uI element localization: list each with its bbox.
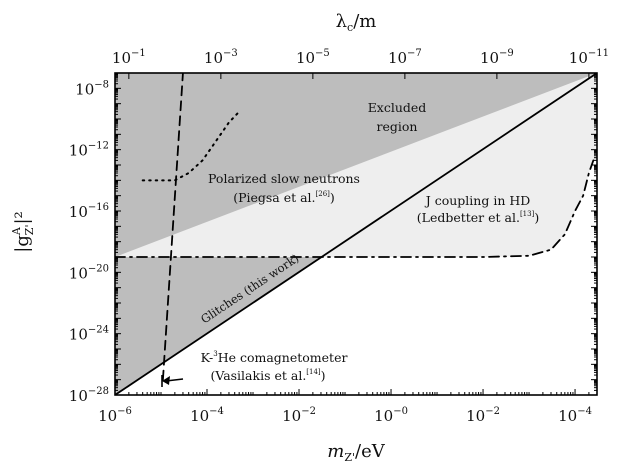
khe-label-line1: K-3He comagnetometer <box>201 350 348 365</box>
y-tick-label: 10−16 <box>69 202 109 221</box>
x-tick-label: 10−4 <box>190 406 224 425</box>
series-glitches-this-work <box>115 73 597 395</box>
x2-tick-label: 10−9 <box>480 48 514 67</box>
x2-tick-label: 10−1 <box>112 48 146 67</box>
ticks-layer: 10−6 10−4 10−2 10−0 10−2 10−4 10−1 10−3 10−5 10−7… <box>69 48 609 425</box>
x-tick-label: 10−4 <box>558 406 592 425</box>
x-tick-label: 10−2 <box>282 406 316 425</box>
x2-tick-label: 10−3 <box>204 48 238 67</box>
y-tick-label: 10−12 <box>69 141 109 160</box>
series-j-coupling-in-hd <box>115 159 595 258</box>
y-tick-label: 10−28 <box>69 386 109 405</box>
x2-tick-label: 10−11 <box>569 48 609 67</box>
x-tick-label: 10−2 <box>466 406 500 425</box>
khe-label-line2: (Vasilakis et al.[14]) <box>210 368 325 383</box>
x-tick-label: 10−0 <box>374 406 408 425</box>
neutrons-label-line1: Polarized slow neutrons <box>208 171 360 186</box>
x-tick-label: 10−6 <box>98 406 132 425</box>
x-axis-title: mZ'/eV <box>327 441 385 464</box>
series-layer <box>115 73 597 395</box>
jcoupling-label-line2: (Ledbetter et al.[13]) <box>417 210 539 225</box>
x2-tick-label: 10−5 <box>296 48 330 67</box>
series-k-3he-comagnetometer <box>162 73 184 381</box>
jcoupling-label-line1: J coupling in HD <box>424 193 531 208</box>
y-axis-title: |gAZ'|² <box>10 211 36 253</box>
y-tick-label: 10−8 <box>75 79 109 98</box>
excluded-label-line2: region <box>377 119 418 134</box>
excluded-label-line1: Excluded <box>368 100 427 115</box>
x2-tick-label: 10−7 <box>388 48 422 67</box>
khe-arrow <box>161 375 184 387</box>
y-tick-label: 10−24 <box>69 325 109 344</box>
neutrons-label-line2: (Piegsa et al.[26]) <box>233 190 335 205</box>
jcoupling-excluded-region <box>115 73 597 257</box>
y-tick-label: 10−20 <box>69 263 109 282</box>
x2-axis-title: λc/m <box>336 11 377 34</box>
series-polarized-slow-neutrons <box>141 110 241 182</box>
